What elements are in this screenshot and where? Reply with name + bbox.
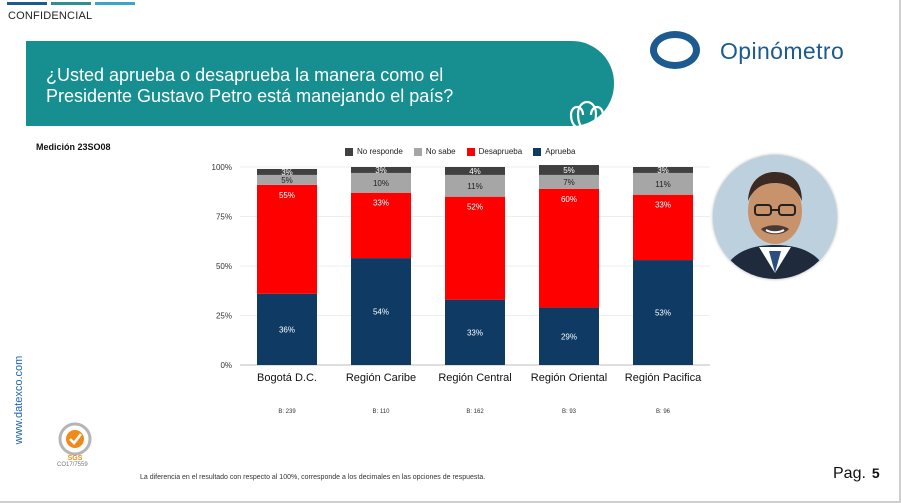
bar-value-label: 3% <box>657 166 669 175</box>
legend-item: No responde <box>345 147 403 156</box>
bar-segment <box>351 258 411 365</box>
base-label: B: 96 <box>656 409 671 415</box>
logo-ring-icon <box>650 31 700 69</box>
people-group-icon <box>567 100 607 145</box>
bar-segment <box>445 299 505 365</box>
bar-segment <box>633 194 693 261</box>
bar-segment <box>539 174 599 189</box>
bar-segment <box>351 192 411 259</box>
x-category-label: Región Oriental <box>531 372 607 384</box>
bar-segment <box>445 167 505 175</box>
bar-value-label: 54% <box>373 308 389 317</box>
bar-segment <box>445 196 505 300</box>
bar-value-label: 33% <box>467 328 483 337</box>
page-label: Pag. <box>833 465 866 482</box>
bar-value-label: 10% <box>373 179 389 188</box>
y-tick-label: 75% <box>216 213 232 222</box>
bar-value-label: 55% <box>279 191 295 200</box>
footnote: La diferencia en el resultado con respec… <box>140 474 486 481</box>
sgs-certification-seal-icon: SGS <box>58 422 92 462</box>
bar-value-label: 7% <box>563 178 575 187</box>
website-vertical[interactable]: www.datexco.com <box>9 345 29 455</box>
bar-value-label: 5% <box>563 166 575 175</box>
legend-swatch <box>466 147 475 156</box>
question-line-2: Presidente Gustavo Petro está manejando … <box>46 86 454 106</box>
y-tick-label: 50% <box>216 262 232 271</box>
legend-label: Desaprueba <box>478 147 523 156</box>
bar-segment <box>539 307 599 365</box>
bar-value-label: 3% <box>375 166 387 175</box>
logo-text: Opinómetro <box>720 38 845 64</box>
x-category-label: Bogotá D.C. <box>257 372 317 384</box>
bar-value-label: 36% <box>279 325 295 334</box>
seal-label: SGS <box>68 455 83 462</box>
legend-item: Aprueba <box>533 147 575 156</box>
confidential-label: CONFIDENCIAL <box>8 10 93 22</box>
bar-segment <box>633 260 693 365</box>
page-number: Pag. 5 <box>833 465 880 483</box>
legend-swatch <box>413 147 422 156</box>
bar-segment <box>351 167 411 173</box>
bar-value-label: 11% <box>467 182 482 191</box>
x-category-label: Región Caribe <box>346 372 416 384</box>
y-tick-label: 0% <box>220 361 232 370</box>
bar-segment <box>351 172 411 193</box>
legend-swatch <box>533 147 542 156</box>
top-bar-2 <box>51 2 91 5</box>
legend-label: Aprueba <box>545 147 576 156</box>
president-portrait-icon <box>713 155 837 279</box>
y-tick-label: 25% <box>216 312 232 321</box>
bar-value-label: 33% <box>655 201 671 210</box>
bar-segment <box>257 293 317 365</box>
bar-value-label: 53% <box>655 309 671 318</box>
bar-segment <box>445 174 505 197</box>
top-bar-1 <box>7 2 47 5</box>
legend-swatch <box>345 147 353 156</box>
bar-value-label: 60% <box>561 195 577 204</box>
base-label: B: 239 <box>278 409 296 415</box>
top-color-bars <box>7 2 135 5</box>
bar-segment <box>257 168 317 175</box>
seal-code: CO17/7559 <box>57 462 88 468</box>
page-number-value: 5 <box>871 465 880 481</box>
legend-item: No sabe <box>413 147 456 156</box>
bar-segment <box>257 184 317 294</box>
legend-label: No responde <box>357 147 403 156</box>
top-bar-3 <box>95 2 135 5</box>
website-link[interactable]: www.datexco.com <box>13 355 25 445</box>
bar-segment <box>539 188 599 308</box>
base-label: B: 110 <box>373 409 391 415</box>
bar-value-label: 52% <box>467 203 483 212</box>
bar-value-label: 3% <box>281 168 293 177</box>
bar-value-label: 33% <box>373 199 389 208</box>
stacked-bar-chart: 0%25%50%75%100%36%55%5%3%Bogotá D.C.B: 2… <box>212 163 710 415</box>
bar-segment <box>633 167 693 173</box>
bar-segment <box>257 174 317 185</box>
question-line-1: ¿Usted aprueba o desaprueba la manera co… <box>46 65 444 85</box>
bar-segment <box>539 165 599 175</box>
bar-segment <box>633 172 693 195</box>
base-label: B: 162 <box>466 409 484 415</box>
bar-value-label: 5% <box>281 176 293 185</box>
bar-value-label: 29% <box>561 332 577 341</box>
medicion-label: Medición 23SO08 <box>36 142 111 152</box>
question-banner: ¿Usted aprueba o desaprueba la manera co… <box>26 41 614 145</box>
x-category-label: Región Central <box>438 372 511 384</box>
x-category-label: Región Pacifica <box>625 372 702 384</box>
legend-label: No sabe <box>425 147 456 156</box>
base-label: B: 93 <box>562 409 577 415</box>
opinometro-logo: Opinómetro <box>650 31 880 73</box>
y-tick-label: 100% <box>212 163 232 172</box>
legend-item: Desaprueba <box>466 147 523 156</box>
bar-value-label: 11% <box>655 180 670 189</box>
chart-legend: No responde No sabe Desaprueba Aprueba <box>345 147 575 156</box>
president-photo <box>713 155 837 279</box>
bar-value-label: 4% <box>469 167 481 176</box>
